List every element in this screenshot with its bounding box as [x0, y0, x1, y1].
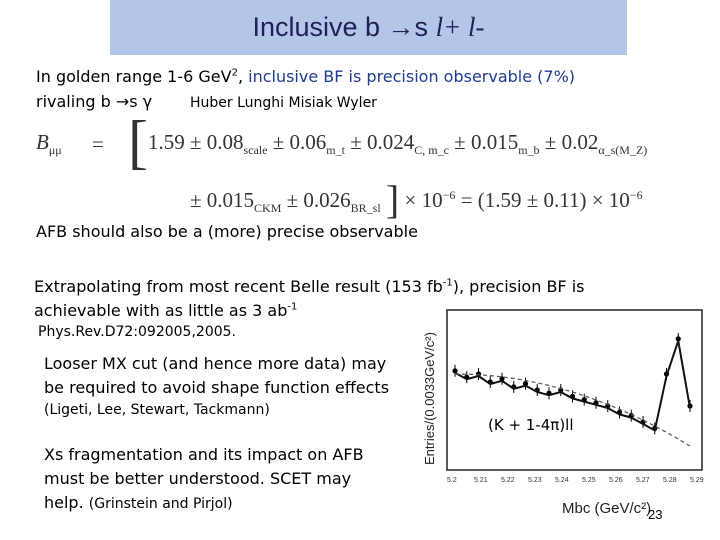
equation-equals: = — [92, 132, 104, 157]
extrap-c: achievable with as little as 3 ab — [34, 301, 288, 320]
plot-fit-curve — [454, 340, 691, 432]
plot-x-tick-label: 5.28 — [663, 477, 677, 484]
extrap-a: Extrapolating from most recent Belle res… — [34, 277, 443, 296]
extrap-b: ), precision BF is — [452, 277, 585, 296]
xs-line1: Xs fragmentation and its impact on AFB — [44, 445, 364, 464]
golden-authors: Huber Lunghi Misiak Wyler — [190, 95, 377, 111]
plot-point — [452, 368, 458, 374]
looser-line1: Looser MX cut (and hence more data) may — [44, 354, 386, 373]
eq-result: = (1.59 ± 0.11) × 10 — [460, 188, 630, 212]
slide-title: Inclusive b →s l+ l- — [252, 12, 484, 43]
extrap-line1: Extrapolating from most recent Belle res… — [34, 277, 585, 296]
golden-line2: rivaling b →s γ — [36, 92, 152, 111]
eq-term-2: ± 0.06m_t — [272, 130, 345, 158]
plot-annotation: (K + 1-4π)ll — [488, 416, 574, 434]
page-number: 23 — [648, 507, 662, 522]
plot-background-curve — [454, 373, 691, 447]
xs-b: must be better understood. SCET may — [44, 469, 352, 488]
golden-rivaling: rivaling b →s γ — [36, 92, 153, 111]
plot-xlabel: Mbc (GeV/c²) — [562, 500, 651, 517]
plot-x-tick-label: 5.21 — [474, 477, 488, 484]
eq-term-3: ± 0.024C, m_c — [350, 130, 449, 158]
extrap-ref: Phys.Rev.D72:092005,2005. — [38, 324, 236, 340]
equation-row2: ± 0.015CKM ± 0.026BR_sl ] × 10−6 = (1.59… — [190, 176, 643, 223]
plot-x-tick-label: 5.23 — [528, 477, 542, 484]
extrap-ref-text: Phys.Rev.D72:092005,2005. — [38, 324, 236, 340]
eq-term-2-val: ± 0.06 — [272, 130, 327, 154]
title-s: s — [414, 12, 436, 42]
title-banner: Inclusive b →s l+ l- — [110, 0, 627, 55]
looser-a: Looser MX cut (and hence more data) may — [44, 354, 387, 373]
plot-point — [499, 376, 505, 382]
plot-frame — [446, 309, 703, 471]
looser-b: be required to avoid shape function effe… — [44, 378, 390, 397]
plot-x-tick-label: 5.25 — [582, 477, 596, 484]
equation-left-bracket: [ — [128, 109, 148, 175]
xs-ref: (Grinstein and Pirjol) — [88, 496, 233, 512]
plot-x-tick-label: 5.26 — [609, 477, 623, 484]
xs-line2: must be better understood. SCET may — [44, 469, 351, 488]
eq-term-6: ± 0.015CKM — [190, 188, 282, 216]
plot-annotation-bg — [482, 408, 594, 438]
eq-term-1-val: 1.59 ± 0.08 — [148, 130, 244, 154]
plot-x-tick-label: 5.27 — [636, 477, 650, 484]
plot-x-tick-label: 5.2 — [447, 477, 457, 484]
mbc-plot: Entries/(0.0033GeV/c²) 5.2 5.21 5.22 5.23 5.… — [412, 300, 720, 520]
xs-c: help. — [44, 493, 84, 512]
eq-term-5-val: ± 0.02 — [544, 130, 599, 154]
authors-text: Huber Lunghi Misiak Wyler — [190, 95, 377, 111]
extrap-line2: achievable with as little as 3 ab-1 — [34, 301, 297, 320]
equation-right-bracket: ] — [385, 177, 400, 222]
plot-x-tick-label: 5.24 — [555, 477, 569, 484]
eq-lhs-symbol: B — [36, 130, 49, 154]
afb-text: AFB should also be a (more) precise obse… — [36, 222, 418, 241]
eq-times-ten: × 10 — [404, 188, 443, 212]
afb-line: AFB should also be a (more) precise obse… — [36, 222, 418, 241]
eq-term-4: ± 0.015m_b — [454, 130, 540, 158]
eq-equals-sign: = — [92, 132, 104, 156]
eq-term-7: ± 0.026BR_sl — [286, 188, 381, 216]
eq-result-exp: −6 — [629, 188, 643, 202]
eq-term-3-sub: C, m_c — [414, 143, 449, 158]
equation-row1: 1.59 ± 0.08scale ± 0.06m_t ± 0.024C, m_c… — [148, 130, 720, 158]
page-number-text: 23 — [648, 507, 663, 522]
plot-x-tick-label: 5.29 — [690, 477, 704, 484]
eq-term-1: 1.59 ± 0.08scale — [148, 130, 268, 158]
eq-term-3-val: ± 0.024 — [350, 130, 415, 154]
eq-term-5-sub: α_s(M_Z) — [598, 143, 648, 158]
eq-term-4-val: ± 0.015 — [454, 130, 519, 154]
eq-term-7-sub: BR_sl — [350, 201, 381, 216]
xs-line3: help. (Grinstein and Pirjol) — [44, 493, 233, 512]
plot-point — [675, 336, 681, 342]
extrap-sup1: -1 — [442, 277, 453, 289]
looser-ref-text: (Ligeti, Lee, Stewart, Tackmann) — [44, 402, 270, 418]
plot-x-tick-label: 5.22 — [501, 477, 515, 484]
title-arrow: → — [387, 12, 415, 42]
plot-ylabel: Entries/(0.0033GeV/c²) — [422, 332, 437, 465]
xs-a: Xs fragmentation and its impact on AFB — [44, 445, 364, 464]
golden-text-a: In golden range 1-6 GeV — [36, 67, 232, 86]
golden-sup: 2 — [231, 67, 238, 79]
equation-lhs: Bμμ — [36, 130, 62, 158]
golden-line1: In golden range 1-6 GeV2, inclusive BF i… — [36, 67, 575, 86]
eq-term-2-sub: m_t — [326, 143, 345, 158]
eq-term-7-val: ± 0.026 — [286, 188, 351, 212]
title-prefix: Inclusive b — [252, 12, 388, 42]
eq-term-5: ± 0.02α_s(M_Z) — [544, 130, 648, 158]
plot-ticks: 5.2 5.21 5.22 5.23 5.24 5.25 5.26 5.27 5.28 5.29 — [447, 477, 704, 484]
looser-line2: be required to avoid shape function effe… — [44, 378, 389, 397]
eq-term-1-sub: scale — [243, 143, 268, 158]
eq-exp: −6 — [442, 188, 456, 202]
title-suffix: l+ l- — [435, 12, 485, 42]
golden-text-blue: inclusive BF is precision observable (7%… — [248, 67, 576, 86]
eq-term-6-sub: CKM — [254, 201, 282, 216]
eq-term-6-val: ± 0.015 — [190, 188, 255, 212]
extrap-sup2: -1 — [287, 301, 298, 313]
plot-point — [522, 381, 529, 387]
mbc-plot-svg: Entries/(0.0033GeV/c²) 5.2 5.21 5.22 5.23 5.… — [422, 309, 704, 517]
eq-term-4-sub: m_b — [518, 143, 540, 158]
eq-lhs-sub: μμ — [48, 143, 62, 158]
golden-text-b: , — [237, 67, 249, 86]
looser-ref: (Ligeti, Lee, Stewart, Tackmann) — [44, 402, 270, 418]
